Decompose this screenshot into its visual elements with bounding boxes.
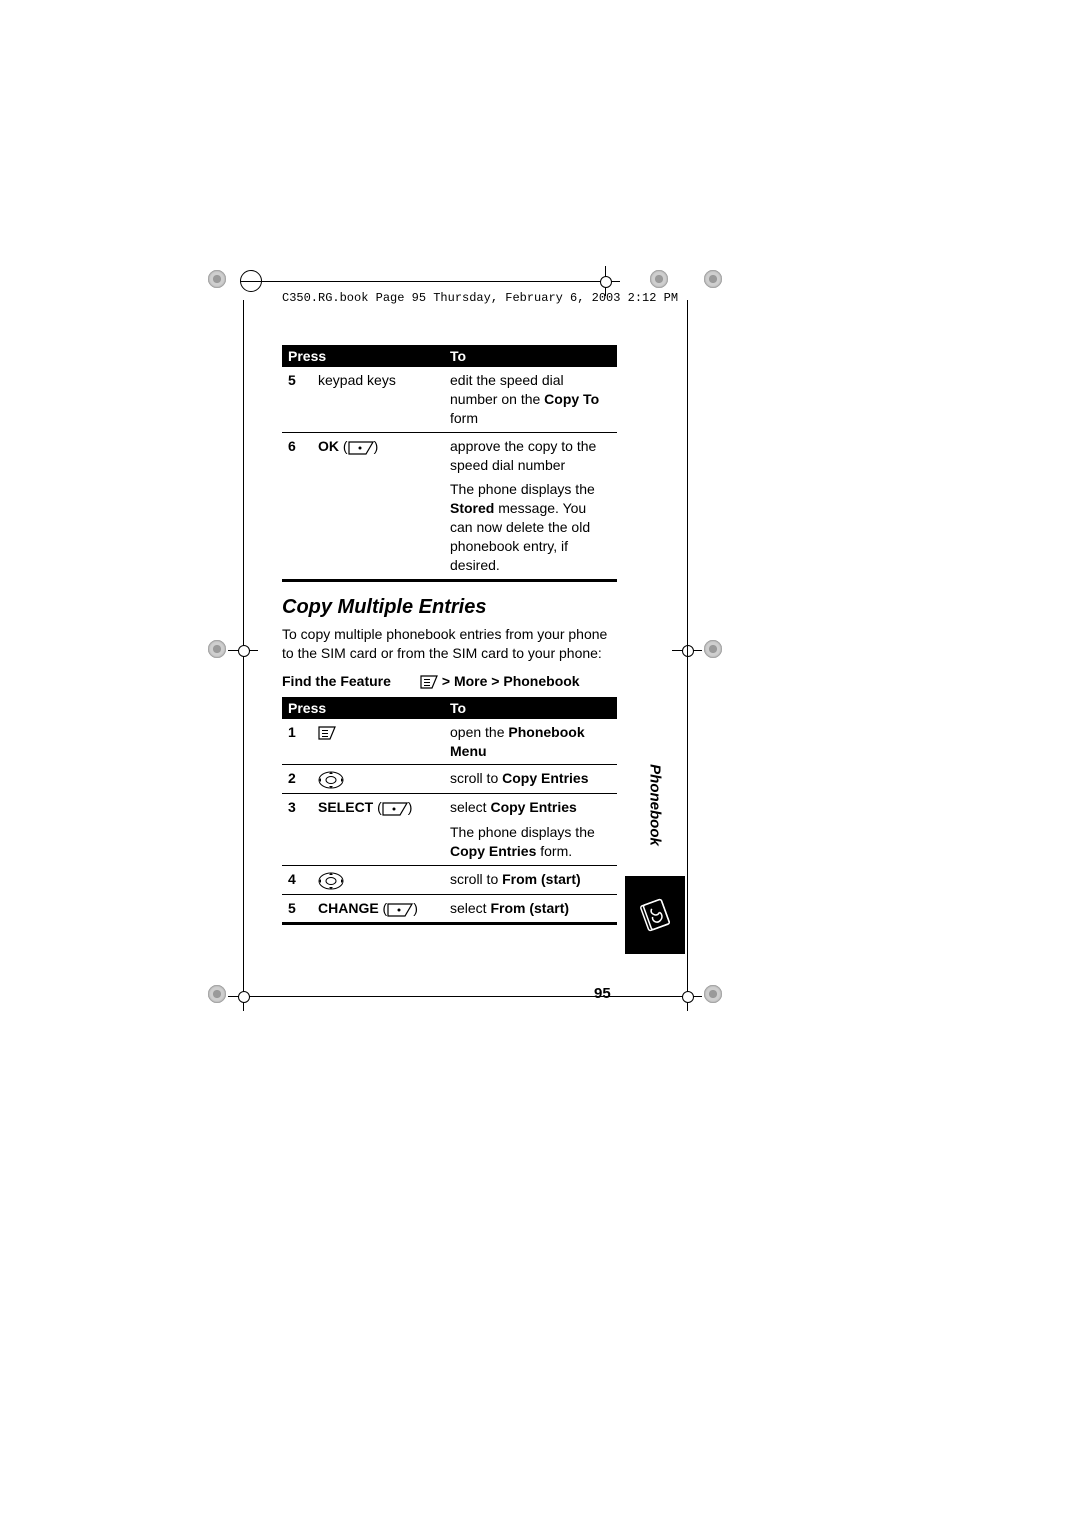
registration-mark: [704, 985, 722, 1003]
table-row: 6 OK ( ) approve the copy to the speed d…: [282, 433, 617, 579]
table-row: 2 scroll to Copy Entries: [282, 765, 617, 793]
crop-dot: [238, 645, 250, 657]
press-cell: [312, 866, 444, 894]
col-header-to: To: [444, 345, 617, 367]
crop-dot: [238, 991, 250, 1003]
text-bold: Copy Entries: [450, 843, 536, 859]
table-row: 1 open the Phonebook Menu: [282, 719, 617, 765]
to-cell: select From (start): [444, 895, 617, 922]
find-the-feature: Find the Feature > More > Phonebook: [282, 673, 617, 689]
text-bold: SELECT: [318, 799, 373, 815]
table-row: 5 keypad keys edit the speed dial number…: [282, 367, 617, 432]
press-cell: [312, 719, 444, 765]
table-row: 5 CHANGE ( ) select From (start): [282, 895, 617, 922]
step-number: 4: [282, 866, 312, 894]
crop-dot: [600, 276, 612, 288]
col-header-press: Press: [282, 697, 444, 719]
step-number: 2: [282, 765, 312, 793]
text: The phone displays the: [450, 824, 595, 840]
registration-mark: [208, 985, 226, 1003]
table-row: 4 scroll to From (start): [282, 866, 617, 894]
section-body-text: To copy multiple phonebook entries from …: [282, 625, 617, 663]
nav-key-icon: [318, 771, 344, 789]
step-number: 6: [282, 433, 312, 579]
text: select: [450, 900, 490, 916]
crop-dot: [682, 991, 694, 1003]
press-cell: [312, 765, 444, 793]
text-bold: CHANGE: [318, 900, 379, 916]
text: The phone displays the: [450, 481, 595, 497]
text: scroll to: [450, 770, 502, 786]
softkey-icon: [348, 441, 374, 455]
registration-mark: [208, 270, 226, 288]
feature-path-text: > More > Phonebook: [438, 673, 580, 689]
text: form: [450, 410, 478, 426]
press-cell: OK ( ): [312, 433, 444, 579]
tab-icon-box: [625, 876, 685, 954]
table-end-rule: [282, 922, 617, 925]
to-cell: scroll to Copy Entries: [444, 765, 617, 793]
nav-key-icon: [318, 872, 344, 890]
to-cell: select Copy Entries The phone displays t…: [444, 794, 617, 865]
text: select: [450, 799, 490, 815]
to-cell: scroll to From (start): [444, 866, 617, 894]
menu-key-icon: [318, 726, 336, 740]
registration-mark: [704, 640, 722, 658]
press-cell: SELECT ( ): [312, 794, 444, 865]
text-bold: From (start): [490, 900, 569, 916]
table-row: 3 SELECT ( ) select Copy Entries The pho…: [282, 794, 617, 865]
text-bold: From (start): [502, 871, 581, 887]
text-bold: Stored: [450, 500, 494, 516]
softkey-icon: [382, 802, 408, 816]
section-tab: Phonebook: [625, 734, 685, 954]
registration-mark: [704, 270, 722, 288]
tab-label: Phonebook: [647, 764, 664, 846]
step-number: 5: [282, 895, 312, 922]
phonebook-icon: [634, 894, 676, 936]
page-number: 95: [594, 985, 611, 1002]
col-header-press: Press: [282, 345, 444, 367]
menu-key-icon: [420, 675, 438, 689]
registration-mark: [650, 270, 668, 288]
to-cell: open the Phonebook Menu: [444, 719, 617, 765]
step-number: 5: [282, 367, 312, 432]
print-header-text: C350.RG.book Page 95 Thursday, February …: [282, 291, 678, 305]
text-bold: Copy Entries: [490, 799, 576, 815]
col-header-to: To: [444, 697, 617, 719]
section-title: Copy Multiple Entries: [282, 596, 617, 619]
step-number: 1: [282, 719, 312, 765]
to-cell: approve the copy to the speed dial numbe…: [444, 433, 617, 579]
step-number: 3: [282, 794, 312, 865]
to-cell: edit the speed dial number on the Copy T…: [444, 367, 617, 432]
text-bold: OK: [318, 438, 339, 454]
steps-table-1: Press To 5 keypad keys edit the speed di…: [282, 345, 617, 582]
crop-circle: [240, 270, 262, 292]
text: open the: [450, 724, 508, 740]
text-bold: Copy Entries: [502, 770, 588, 786]
text-bold: Copy To: [544, 391, 599, 407]
softkey-icon: [387, 903, 413, 917]
table-end-rule: [282, 579, 617, 582]
crop-hairline: [258, 996, 673, 997]
steps-table-2: Press To 1 open the Phonebook Menu: [282, 697, 617, 925]
text: form.: [536, 843, 572, 859]
press-cell: keypad keys: [312, 367, 444, 432]
crop-dot: [682, 645, 694, 657]
crop-hairline: [240, 281, 602, 282]
feature-path: > More > Phonebook: [420, 673, 580, 689]
text: scroll to: [450, 871, 502, 887]
press-cell: CHANGE ( ): [312, 895, 444, 922]
crop-hairline: [687, 300, 688, 1005]
text: approve the copy to the speed dial numbe…: [450, 437, 611, 475]
feature-label: Find the Feature: [282, 673, 420, 689]
page-content: Press To 5 keypad keys edit the speed di…: [282, 345, 617, 925]
registration-mark: [208, 640, 226, 658]
